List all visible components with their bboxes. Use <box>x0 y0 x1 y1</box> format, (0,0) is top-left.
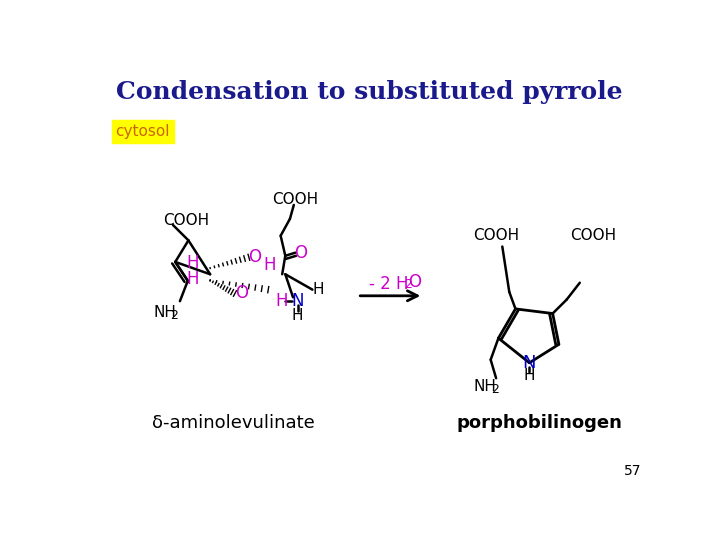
Text: COOH: COOH <box>570 228 616 243</box>
Text: Condensation to substituted pyrrole: Condensation to substituted pyrrole <box>116 80 622 104</box>
Text: 57: 57 <box>624 464 642 478</box>
Text: - 2 H: - 2 H <box>369 275 408 293</box>
Text: O: O <box>248 248 261 266</box>
Text: COOH: COOH <box>272 192 318 207</box>
Text: NH: NH <box>474 379 497 394</box>
Text: H: H <box>313 282 325 297</box>
Text: cytosol: cytosol <box>115 124 170 139</box>
Text: H: H <box>292 308 303 322</box>
Text: N: N <box>292 292 304 310</box>
Text: N: N <box>523 354 536 372</box>
Text: NH: NH <box>153 305 176 320</box>
Text: 2: 2 <box>171 309 179 322</box>
Text: COOH: COOH <box>163 213 210 228</box>
Text: H: H <box>186 270 199 288</box>
Text: porphobilinogen: porphobilinogen <box>456 414 622 432</box>
Text: O: O <box>408 273 421 291</box>
Text: H: H <box>275 292 288 310</box>
Text: H: H <box>523 368 535 383</box>
Text: δ-aminolevulinate: δ-aminolevulinate <box>152 414 315 432</box>
Text: H: H <box>186 254 199 273</box>
Text: 2: 2 <box>490 383 498 396</box>
Text: COOH: COOH <box>473 228 519 243</box>
Text: O: O <box>235 285 248 302</box>
Text: O: O <box>294 244 307 262</box>
Text: 2: 2 <box>405 278 413 291</box>
Text: H: H <box>264 256 276 274</box>
